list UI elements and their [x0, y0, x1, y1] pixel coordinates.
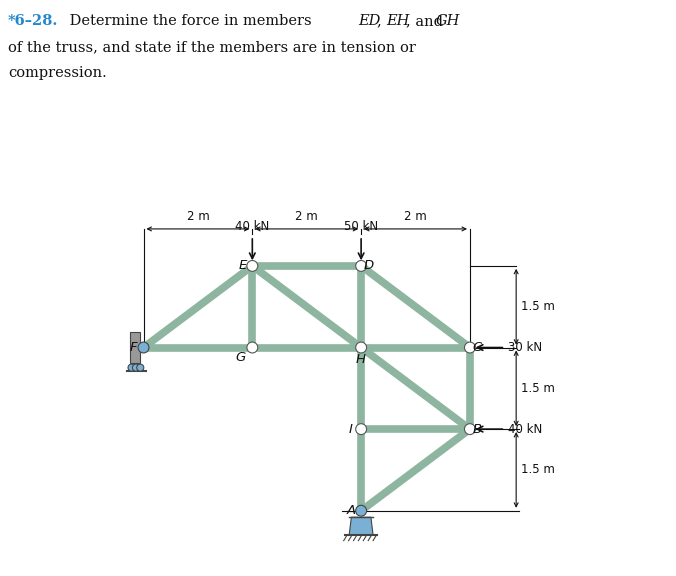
Text: 40 kN: 40 kN	[235, 220, 270, 233]
Text: 1.5 m: 1.5 m	[521, 300, 554, 313]
Circle shape	[356, 424, 366, 434]
Text: , and: , and	[406, 14, 450, 28]
Text: G: G	[235, 351, 245, 364]
Text: A: A	[347, 504, 356, 517]
Text: D: D	[364, 259, 374, 272]
Text: I: I	[348, 423, 352, 435]
Text: B: B	[473, 423, 482, 435]
Text: 1.5 m: 1.5 m	[521, 382, 554, 395]
Circle shape	[356, 342, 366, 353]
Text: EH: EH	[387, 14, 410, 28]
Circle shape	[247, 342, 258, 353]
Polygon shape	[130, 332, 140, 363]
Circle shape	[137, 364, 144, 371]
Circle shape	[464, 424, 475, 434]
Text: Determine the force in members: Determine the force in members	[55, 14, 320, 28]
Circle shape	[356, 505, 366, 516]
Text: 40 kN: 40 kN	[508, 423, 542, 435]
Text: 1.5 m: 1.5 m	[521, 464, 554, 476]
Text: *6–28.: *6–28.	[8, 14, 59, 28]
Circle shape	[138, 342, 149, 353]
Circle shape	[464, 342, 475, 353]
Circle shape	[247, 260, 258, 271]
Text: 50 kN: 50 kN	[344, 220, 378, 233]
Text: GH: GH	[435, 14, 460, 28]
Text: E: E	[239, 259, 247, 272]
Text: F: F	[130, 341, 137, 354]
Text: 30 kN: 30 kN	[508, 341, 542, 354]
Polygon shape	[349, 517, 373, 535]
Text: of the truss, and state if the members are in tension or: of the truss, and state if the members a…	[8, 40, 416, 54]
Text: H: H	[356, 353, 366, 366]
Text: ,: ,	[377, 14, 389, 28]
Text: 2 m: 2 m	[404, 210, 427, 223]
Text: 2 m: 2 m	[295, 210, 318, 223]
Text: ED: ED	[358, 14, 381, 28]
Circle shape	[132, 364, 139, 371]
Text: 2 m: 2 m	[187, 210, 210, 223]
Text: compression.: compression.	[8, 66, 107, 80]
Circle shape	[128, 364, 135, 371]
Circle shape	[356, 260, 366, 271]
Text: C: C	[473, 341, 482, 354]
